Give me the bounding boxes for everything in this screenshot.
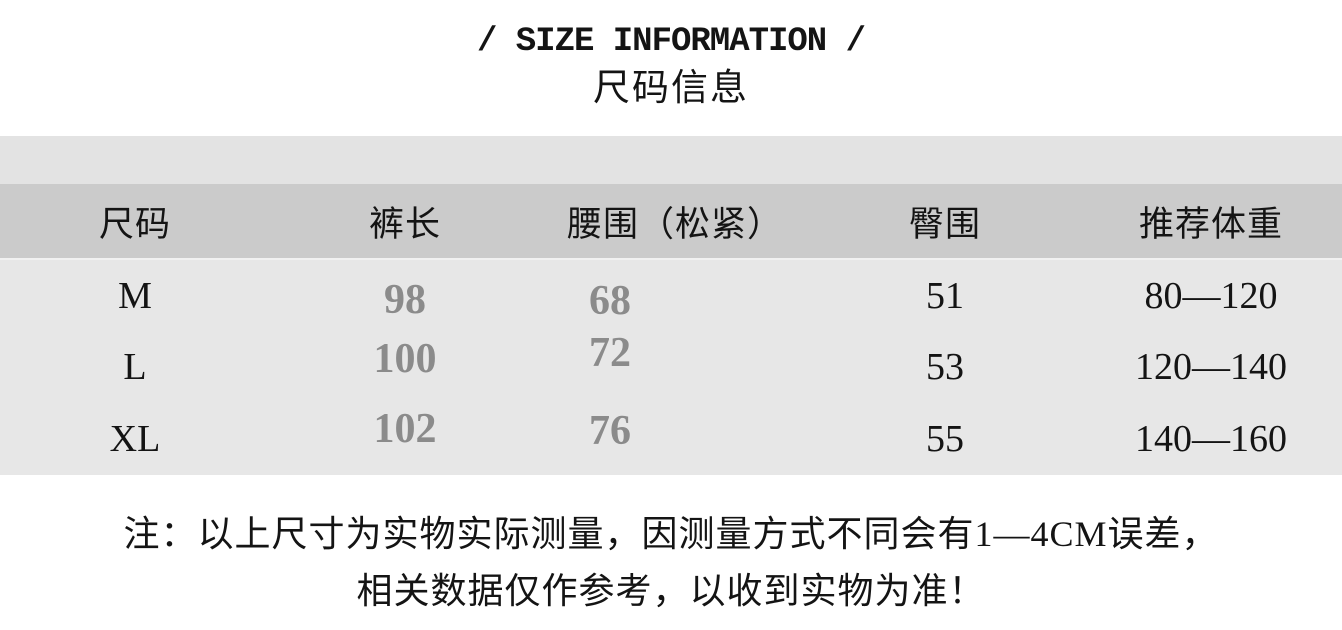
cell-hip: 53 (926, 346, 964, 389)
cell-weight: 120—140 (1135, 346, 1287, 389)
cell-pants-length: 98 (384, 276, 426, 323)
title-chinese: 尺码信息 (593, 68, 749, 109)
cell-weight: 80—120 (1144, 274, 1278, 317)
size-table-header: 尺码 裤长 腰围（松紧） 臀围 推荐体重 (0, 184, 1342, 258)
table-top-band (0, 136, 1342, 184)
note-line-2: 相关数据仅作参考，以收到实物为准！ (356, 571, 986, 611)
table-row-m: M 98 68 51 80—120 (0, 260, 1342, 332)
cell-hip: 51 (926, 274, 964, 317)
cell-size-label: XL (109, 417, 161, 460)
cell-size-label: L (123, 346, 147, 389)
header-cell-hip: 臀围 (908, 204, 981, 244)
cell-hip: 55 (926, 417, 964, 460)
cell-waist: 72 (589, 330, 631, 377)
note-line-1: 注：以上尺寸为实物实际测量，因测量方式不同会有1—4CM误差， (123, 514, 1219, 554)
cell-size-label: M (118, 274, 152, 317)
header-cell-size: 尺码 (98, 204, 171, 244)
header-cell-weight: 推荐体重 (1138, 204, 1283, 244)
cell-waist: 76 (589, 407, 631, 454)
cell-weight: 140—160 (1135, 417, 1287, 460)
cell-pants-length: 102 (373, 405, 437, 452)
table-row-l: L 100 72 53 120—140 (0, 330, 1342, 404)
measurement-note: 注：以上尺寸为实物实际测量，因测量方式不同会有1—4CM误差， 相关数据仅作参考… (0, 506, 1342, 620)
header-cell-pants-length: 裤长 (368, 204, 441, 244)
size-table-body: M 98 68 51 80—120 L 100 72 53 120—140 XL… (0, 258, 1342, 475)
header-cell-waist: 腰围（松紧） (566, 204, 783, 244)
title-english: / SIZE INFORMATION / (476, 23, 866, 61)
cell-waist: 68 (589, 277, 631, 324)
cell-pants-length: 100 (373, 336, 437, 383)
table-row-xl: XL 102 76 55 140—160 (0, 403, 1342, 475)
page-title: / SIZE INFORMATION / 尺码信息 (0, 20, 1342, 112)
